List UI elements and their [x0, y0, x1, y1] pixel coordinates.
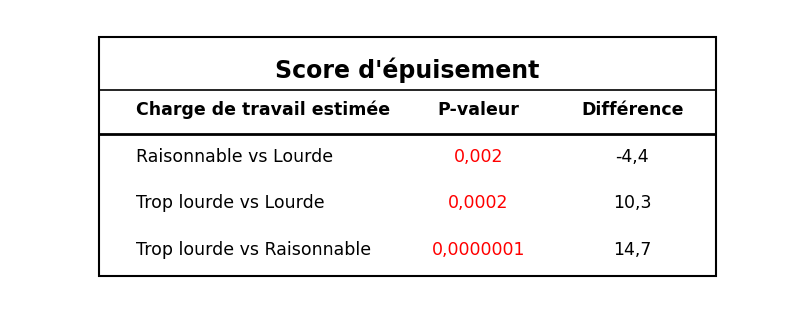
Text: 0,0002: 0,0002 — [448, 194, 509, 212]
Text: 14,7: 14,7 — [613, 241, 652, 259]
Text: 10,3: 10,3 — [613, 194, 652, 212]
Text: Trop lourde vs Raisonnable: Trop lourde vs Raisonnable — [137, 241, 371, 259]
FancyBboxPatch shape — [99, 37, 716, 276]
Text: -4,4: -4,4 — [615, 148, 650, 166]
Text: 0,0000001: 0,0000001 — [432, 241, 525, 259]
Text: Raisonnable vs Lourde: Raisonnable vs Lourde — [137, 148, 333, 166]
Text: Charge de travail estimée: Charge de travail estimée — [137, 101, 390, 119]
Text: Score d'épuisement: Score d'épuisement — [275, 57, 540, 83]
Text: Trop lourde vs Lourde: Trop lourde vs Lourde — [137, 194, 325, 212]
Text: 0,002: 0,002 — [453, 148, 503, 166]
Text: Différence: Différence — [581, 101, 684, 119]
Text: P-valeur: P-valeur — [437, 101, 519, 119]
